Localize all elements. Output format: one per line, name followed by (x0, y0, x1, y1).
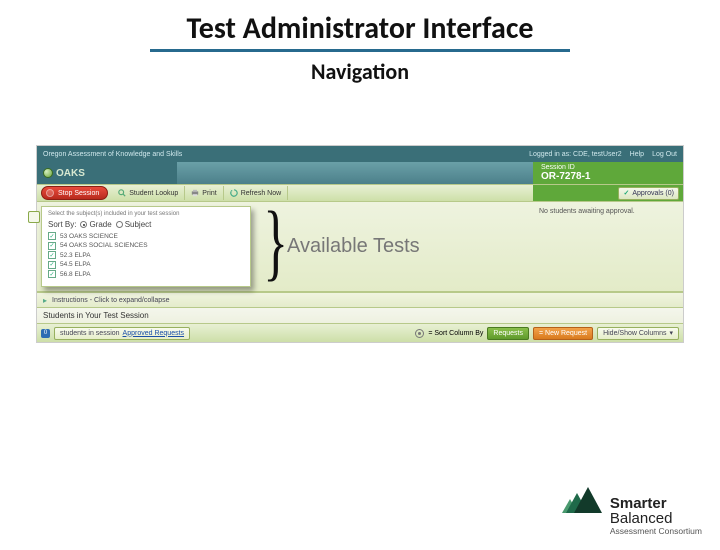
sort-column-label: = Sort Column By (428, 330, 483, 337)
help-link[interactable]: Help (630, 151, 644, 158)
approved-requests-link[interactable]: Approved Requests (123, 330, 184, 337)
stop-session-button[interactable]: Stop Session (41, 186, 108, 200)
print-label: Print (202, 190, 216, 197)
tests-panel: Select the subject(s) included in your t… (41, 206, 251, 287)
logo-text: Smarter Balanced Assessment Consortium (610, 496, 702, 536)
checkbox-icon: ✓ (48, 251, 56, 259)
test-label: 54 OAKS SOCIAL SCIENCES (60, 242, 148, 249)
hide-columns-label: Hide/Show Columns (603, 330, 666, 337)
sort-grade-label: Grade (89, 220, 111, 229)
brand-icon (43, 168, 53, 178)
students-count-label: students in session (60, 330, 120, 337)
slide-subtitle: Navigation (0, 58, 720, 85)
slide-title: Test Administrator Interface (0, 10, 720, 47)
students-controls: 0 students in session Approved Requests … (37, 324, 683, 342)
toolbar: Stop Session Student Lookup Print Refres… (37, 184, 683, 202)
lookup-icon (118, 189, 126, 197)
new-request-pill[interactable]: = New Request (533, 327, 593, 340)
smarter-balanced-logo: Smarter Balanced Assessment Consortium (562, 456, 702, 536)
logout-link[interactable]: Log Out (652, 151, 677, 158)
checkbox-icon: ✓ (48, 270, 56, 278)
lookup-label: Student Lookup (129, 190, 178, 197)
test-item[interactable]: ✓ 53 OAKS SCIENCE (48, 232, 244, 240)
stop-label: Stop Session (58, 190, 99, 197)
title-underline (150, 49, 570, 52)
test-label: 54.5 ELPA (60, 261, 91, 268)
refresh-icon (230, 189, 238, 197)
print-button[interactable]: Print (185, 186, 223, 200)
logged-in-text: Logged in as: CDE, testUser2 (529, 151, 622, 158)
tests-hint: Select the subject(s) included in your t… (48, 211, 244, 217)
brace-annotation: } (255, 202, 283, 291)
sort-by-row: Sort By: Grade Subject (48, 220, 244, 229)
brand-name: OAKS (56, 168, 85, 179)
logo-line3: Assessment Consortium (610, 527, 702, 536)
sort-by-label: Sort By: (48, 220, 76, 229)
chevron-down-icon: ▾ (669, 329, 673, 337)
test-label: 52.3 ELPA (60, 252, 91, 259)
count-badge: 0 (41, 329, 50, 338)
test-item[interactable]: ✓ 52.3 ELPA (48, 251, 244, 259)
gear-icon (415, 329, 424, 338)
available-tests-callout: Available Tests (283, 202, 533, 291)
test-item[interactable]: ✓ 54 OAKS SOCIAL SCIENCES (48, 242, 244, 250)
stop-icon (46, 189, 54, 197)
instructions-bar[interactable]: ▸ Instructions - Click to expand/collaps… (37, 292, 683, 308)
students-count-pill: students in session Approved Requests (54, 327, 190, 340)
approvals-button[interactable]: ✓ Approvals (0) (618, 187, 679, 200)
header-row: OAKS Session ID OR-7278-1 (37, 162, 683, 184)
checkbox-icon: ✓ (48, 261, 56, 269)
session-id-panel: Session ID OR-7278-1 (533, 162, 683, 184)
test-item[interactable]: ✓ 56.8 ELPA (48, 270, 244, 278)
check-icon: ✓ (623, 189, 629, 197)
students-section-title: Students in Your Test Session (37, 308, 683, 324)
expand-icon: ▸ (43, 296, 47, 305)
test-item[interactable]: ✓ 54.5 ELPA (48, 261, 244, 269)
logo-line2: Balanced (610, 510, 673, 527)
logo-line1: Smarter (610, 496, 702, 512)
session-id-value: OR-7278-1 (541, 171, 590, 182)
sort-grade-radio[interactable]: Grade (80, 220, 111, 229)
requests-pill[interactable]: Requests (487, 327, 529, 340)
brand-area: OAKS (37, 162, 177, 184)
approvals-area: ✓ Approvals (0) (533, 185, 683, 201)
checkbox-icon: ✓ (48, 232, 56, 240)
system-name: Oregon Assessment of Knowledge and Skill… (43, 151, 182, 158)
hide-columns-button[interactable]: Hide/Show Columns ▾ (597, 327, 679, 340)
session-id-label: Session ID (541, 164, 575, 172)
instructions-label: Instructions - Click to expand/collapse (52, 297, 170, 304)
logo-mark (562, 479, 604, 513)
test-label: 53 OAKS SCIENCE (60, 233, 118, 240)
test-selection-row: Select the subject(s) included in your t… (37, 202, 683, 292)
checkbox-icon: ✓ (48, 242, 56, 250)
test-label: 56.8 ELPA (60, 271, 91, 278)
awaiting-approval-text: No students awaiting approval. (533, 202, 683, 291)
print-icon (191, 189, 199, 197)
sort-subject-label: Subject (125, 220, 152, 229)
student-lookup-button[interactable]: Student Lookup (112, 186, 185, 200)
screenshot-frame: Oregon Assessment of Knowledge and Skill… (36, 145, 684, 343)
system-topbar: Oregon Assessment of Knowledge and Skill… (37, 146, 683, 162)
sort-subject-radio[interactable]: Subject (116, 220, 152, 229)
approvals-label: Approvals (0) (632, 190, 674, 197)
